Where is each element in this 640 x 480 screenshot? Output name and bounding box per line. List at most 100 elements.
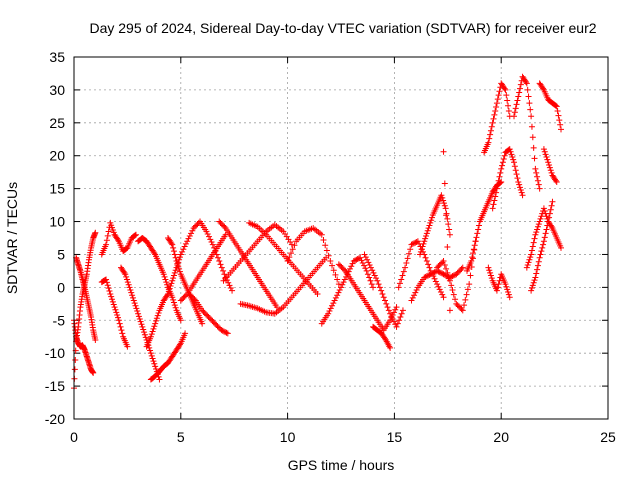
data-point bbox=[135, 313, 142, 320]
data-point bbox=[505, 107, 512, 114]
data-point bbox=[455, 268, 462, 275]
data-point bbox=[513, 171, 520, 178]
data-point bbox=[443, 265, 450, 272]
data-point bbox=[181, 243, 188, 250]
data-point bbox=[426, 264, 433, 271]
data-point bbox=[444, 243, 451, 250]
data-point bbox=[472, 238, 479, 245]
data-point bbox=[182, 330, 189, 337]
data-point bbox=[412, 289, 419, 296]
data-point bbox=[488, 275, 495, 282]
data-point bbox=[367, 277, 374, 284]
data-point bbox=[284, 258, 291, 265]
data-point bbox=[169, 277, 176, 284]
data-point bbox=[365, 259, 372, 266]
data-point bbox=[164, 292, 171, 299]
data-point bbox=[325, 310, 332, 317]
data-point bbox=[194, 221, 201, 228]
data-point bbox=[111, 304, 118, 311]
data-point bbox=[189, 227, 196, 234]
data-point bbox=[213, 251, 220, 258]
data-point bbox=[329, 262, 336, 269]
data-point bbox=[122, 271, 129, 278]
data-point bbox=[485, 139, 492, 146]
data-point bbox=[133, 305, 140, 312]
data-point bbox=[523, 80, 530, 87]
data-point bbox=[218, 264, 225, 271]
x-tick-label: 15 bbox=[387, 429, 403, 445]
data-point bbox=[382, 297, 389, 304]
data-point bbox=[139, 323, 146, 330]
data-point bbox=[404, 255, 411, 262]
data-point bbox=[171, 269, 178, 276]
data-point bbox=[176, 341, 183, 348]
y-tick-label: 30 bbox=[49, 82, 65, 98]
data-point bbox=[494, 284, 501, 291]
data-point bbox=[548, 223, 555, 230]
data-point bbox=[142, 334, 149, 341]
data-point bbox=[514, 97, 521, 104]
data-points bbox=[71, 73, 565, 392]
data-point bbox=[110, 301, 117, 308]
data-point bbox=[387, 310, 394, 317]
data-point bbox=[538, 248, 545, 255]
data-point bbox=[188, 230, 195, 237]
data-point bbox=[174, 260, 181, 267]
data-point bbox=[222, 231, 229, 238]
data-point bbox=[364, 256, 371, 263]
data-point bbox=[341, 276, 348, 283]
data-point bbox=[523, 264, 530, 271]
data-point bbox=[453, 300, 460, 307]
data-point bbox=[104, 282, 111, 289]
data-point bbox=[534, 266, 541, 273]
data-point bbox=[288, 241, 295, 248]
data-point bbox=[208, 238, 215, 245]
data-point bbox=[547, 206, 554, 213]
data-point bbox=[487, 127, 494, 134]
data-point bbox=[463, 291, 470, 298]
data-point bbox=[528, 113, 535, 120]
data-point bbox=[168, 280, 175, 287]
y-tick-label: -10 bbox=[45, 345, 65, 361]
data-point bbox=[492, 193, 499, 200]
data-point bbox=[512, 105, 519, 112]
data-point bbox=[71, 366, 78, 373]
data-point bbox=[339, 265, 346, 272]
data-point bbox=[358, 257, 365, 264]
data-point bbox=[289, 246, 296, 253]
data-point bbox=[350, 258, 357, 265]
data-point bbox=[525, 259, 532, 266]
data-point bbox=[548, 202, 555, 209]
data-point bbox=[543, 154, 550, 161]
data-point bbox=[152, 363, 159, 370]
data-point bbox=[441, 202, 448, 209]
data-point bbox=[148, 352, 155, 359]
data-point bbox=[222, 329, 229, 336]
data-point bbox=[446, 231, 453, 238]
data-point bbox=[151, 250, 158, 257]
data-point bbox=[537, 215, 544, 222]
data-point bbox=[125, 281, 132, 288]
data-point bbox=[373, 275, 380, 282]
data-point bbox=[497, 169, 504, 176]
data-point bbox=[150, 325, 157, 332]
data-point bbox=[454, 302, 461, 309]
data-point bbox=[376, 284, 383, 291]
data-point bbox=[420, 240, 427, 247]
data-point bbox=[191, 296, 198, 303]
data-point bbox=[121, 269, 128, 276]
data-point bbox=[425, 261, 432, 268]
data-point bbox=[367, 264, 374, 271]
data-point bbox=[211, 244, 218, 251]
data-point bbox=[558, 126, 565, 133]
data-point bbox=[340, 279, 347, 286]
data-point bbox=[353, 256, 360, 263]
data-point bbox=[354, 256, 361, 263]
data-point bbox=[106, 288, 113, 295]
data-point bbox=[466, 281, 473, 288]
data-point bbox=[532, 231, 539, 238]
data-point bbox=[444, 269, 451, 276]
data-point bbox=[215, 324, 222, 331]
data-point bbox=[218, 221, 225, 228]
